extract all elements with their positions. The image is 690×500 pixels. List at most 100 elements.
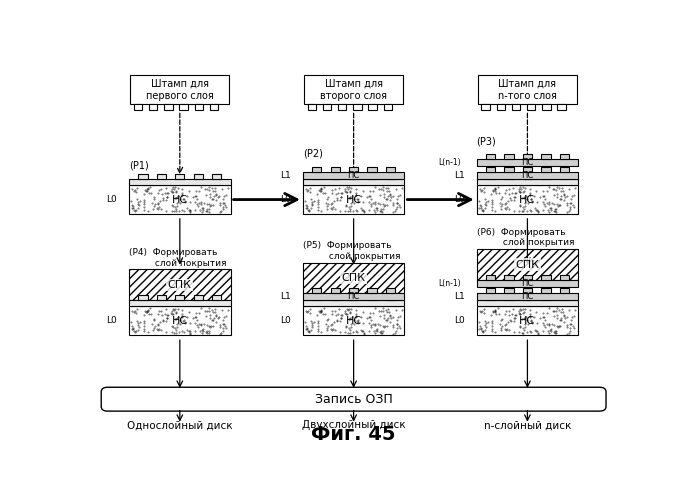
Text: СПК: СПК [515,260,540,270]
Bar [368,166,377,172]
Bar [134,104,142,110]
Text: Однослойный диск: Однослойный диск [127,420,233,430]
Bar [129,300,230,306]
Bar [312,295,322,300]
Text: L0: L0 [106,195,117,204]
Bar [349,288,358,294]
Bar [541,166,551,172]
Bar [504,154,513,159]
Bar [138,295,148,300]
Text: НС: НС [346,316,362,326]
Bar [323,104,331,110]
Bar [194,295,203,300]
Text: L1: L1 [454,171,465,180]
Text: Штамп для
n-того слоя: Штамп для n-того слоя [498,79,557,100]
Text: L1: L1 [454,292,465,302]
Bar [175,295,184,300]
Bar [312,166,322,172]
Text: n-слойный диск: n-слойный диск [484,420,571,430]
Bar [560,154,569,159]
Bar [194,174,203,179]
Bar [486,166,495,172]
Bar [504,166,513,172]
Bar [303,179,404,185]
Text: L(n-1): L(n-1) [438,158,461,167]
Bar [175,174,184,179]
Bar [129,306,230,336]
Text: ПС: ПС [521,171,533,180]
Bar [523,166,532,172]
Text: ПС: ПС [521,158,533,167]
Bar [386,295,395,300]
Bar [368,174,377,179]
Bar [541,174,551,179]
Text: ПС: ПС [521,292,533,302]
Bar [349,166,358,172]
Text: Двухслойный диск: Двухслойный диск [302,420,406,430]
Bar [331,166,339,172]
Bar [308,104,316,110]
Bar [303,300,404,306]
Bar [477,306,578,336]
Text: ПС: ПС [348,171,359,180]
Bar [527,104,535,110]
Bar [477,280,578,287]
Text: НС: НС [346,194,362,204]
Text: L0: L0 [454,316,465,326]
Bar [331,288,339,294]
Text: L0: L0 [454,195,465,204]
Text: Запись ОЗП: Запись ОЗП [315,392,393,406]
Bar [523,275,532,280]
Bar [486,275,495,280]
Bar [486,174,495,179]
Bar [486,295,495,300]
Text: НС: НС [172,194,188,204]
Bar [512,104,520,110]
Bar [331,295,339,300]
Bar [486,288,495,294]
Bar [477,185,578,214]
Text: СПК: СПК [168,280,192,290]
Text: Штамп для
второго слоя: Штамп для второго слоя [320,79,387,100]
Bar [157,174,166,179]
Text: L0: L0 [106,316,117,326]
Text: (P6)  Формировать
         слой покрытия: (P6) Формировать слой покрытия [477,228,574,248]
Bar [129,270,230,300]
Text: L1: L1 [280,292,291,302]
Text: (P1): (P1) [129,160,149,170]
Bar [541,288,551,294]
Bar [482,104,490,110]
Bar [504,295,513,300]
Text: L1: L1 [280,171,291,180]
Bar [353,104,362,110]
Bar [560,275,569,280]
Bar [477,159,578,166]
Bar [541,295,551,300]
Bar [312,174,322,179]
Bar [477,294,578,300]
Bar [477,250,578,280]
Bar [477,179,578,185]
Text: L(n-1): L(n-1) [438,279,461,288]
Bar [338,104,346,110]
Bar [312,288,322,294]
Bar [349,174,358,179]
Bar [368,288,377,294]
Bar [129,179,230,185]
Text: ПС: ПС [348,292,359,302]
Bar [129,185,230,214]
Bar [560,295,569,300]
Bar [130,76,229,104]
Bar [504,288,513,294]
Bar [349,295,358,300]
Bar [558,104,566,110]
Bar [368,104,377,110]
Bar [477,172,578,179]
Bar [542,104,551,110]
Bar [477,300,578,306]
Text: НС: НС [172,316,188,326]
Bar [523,154,532,159]
Bar [560,174,569,179]
Text: (P4)  Формировать
         слой покрытия: (P4) Формировать слой покрытия [129,248,226,268]
Text: СПК: СПК [342,273,366,283]
